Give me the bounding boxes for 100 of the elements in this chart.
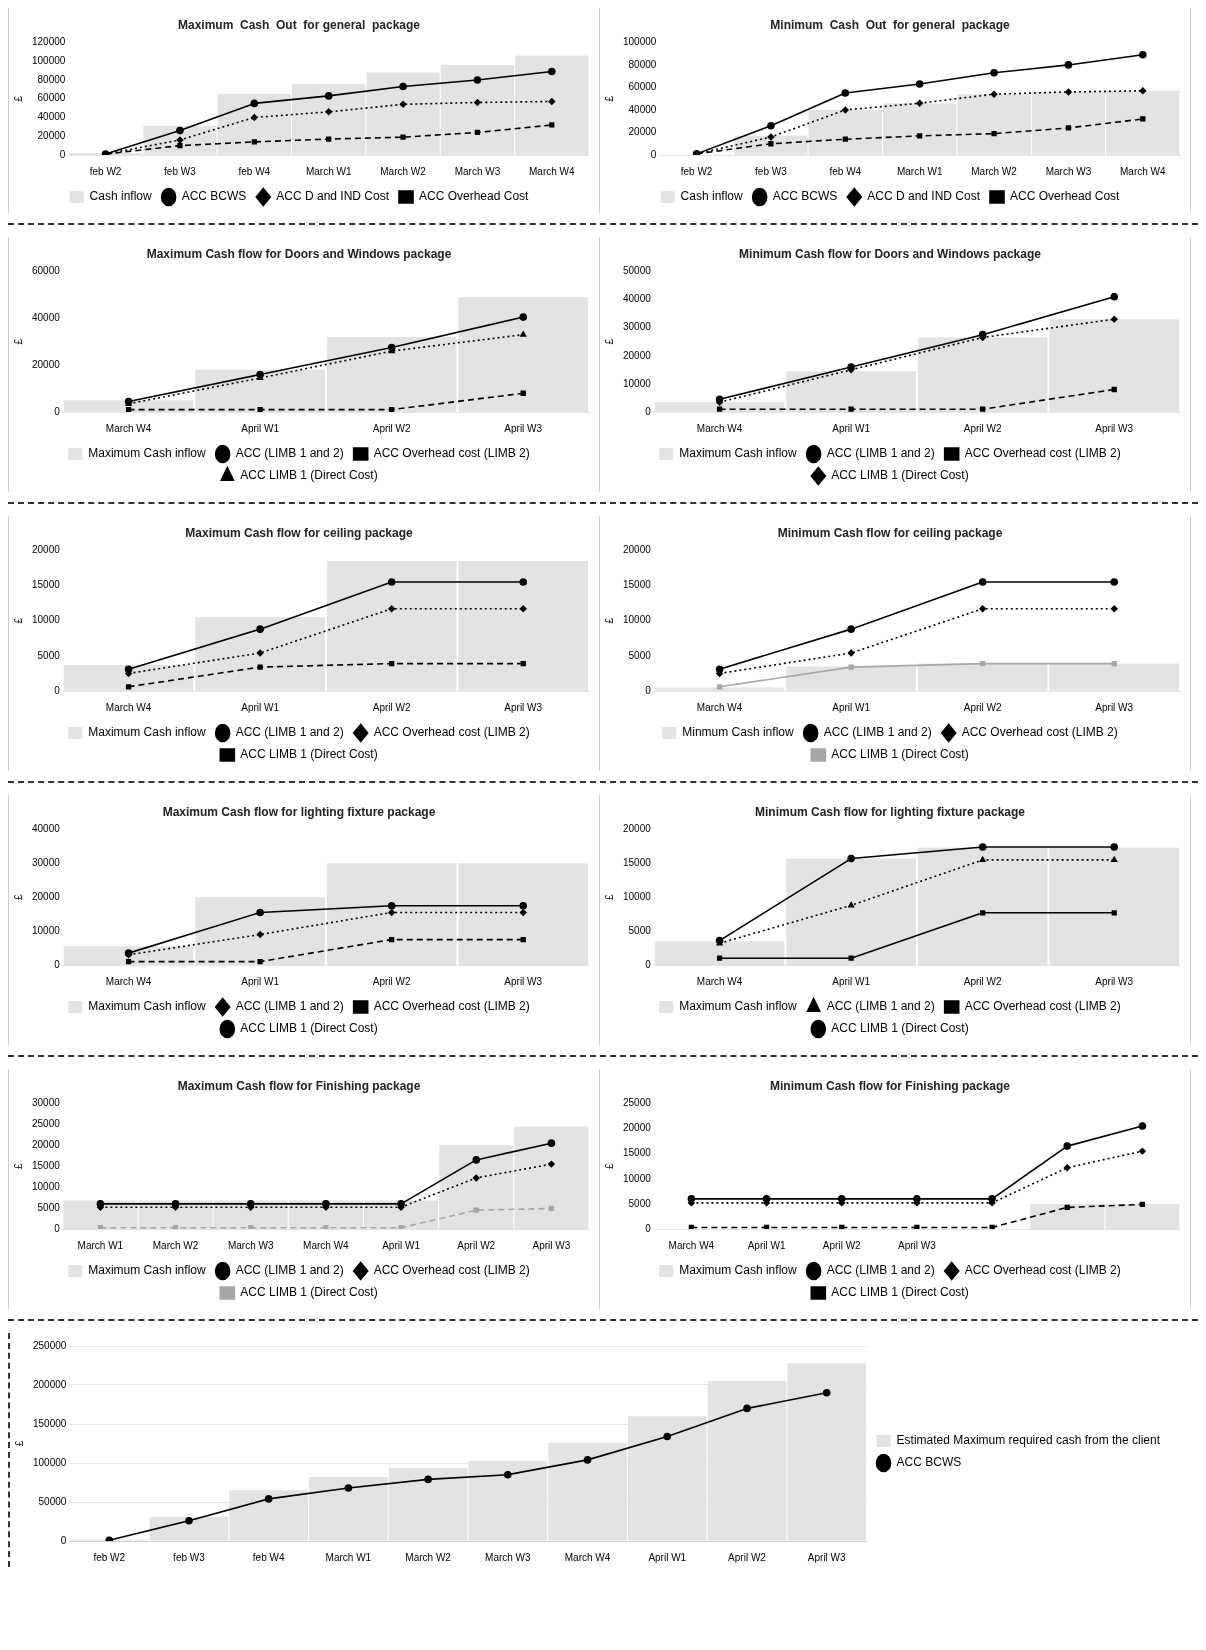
legend-label: ACC Overhead cost (LIMB 2) (961, 725, 1118, 740)
x-tick-label: April W2 (372, 422, 411, 434)
x-tick-label: April W2 (372, 701, 411, 713)
point (251, 139, 257, 145)
x-tick-label: feb W2 (93, 1551, 126, 1563)
point (979, 856, 986, 863)
legend-label: Maximum Cash inflow (679, 446, 797, 461)
legend-label: ACC (LIMB 1 and 2) (235, 446, 344, 461)
point (400, 134, 406, 140)
x-tick-label: March W3 (454, 165, 501, 177)
y-tick-label: 20000 (623, 823, 652, 835)
legend-label: Maximum Cash inflow (88, 999, 206, 1014)
point (125, 684, 132, 690)
x-tick-label: April W1 (832, 975, 871, 987)
x-tick-label: April W1 (747, 1239, 786, 1251)
y-tick-label: 120000 (31, 36, 66, 48)
chart-title: Minimum Cash flow for Finishing package (769, 1078, 1011, 1093)
bar (917, 663, 1048, 691)
point (716, 955, 723, 961)
y-axis-title: £ (603, 893, 615, 900)
bar (654, 941, 785, 965)
point (1063, 1142, 1072, 1150)
x-tick-label: March W2 (152, 1239, 199, 1251)
chart-title: Maximum Cash flow for lighting fixture package (162, 804, 436, 819)
point (548, 98, 556, 105)
x-tick-label: feb W3 (173, 1551, 206, 1563)
point (389, 936, 395, 943)
point (990, 69, 998, 77)
legend-label: ACC Overhead cost (LIMB 2) (964, 999, 1121, 1014)
point (548, 1160, 555, 1168)
y-axis-title: £ (603, 95, 615, 102)
point (583, 1456, 592, 1464)
point (519, 578, 528, 586)
point (1110, 292, 1119, 301)
y-tick-label: 20000 (32, 1139, 61, 1151)
point (1110, 843, 1119, 851)
legend-label: ACC (LIMB 1 and 2) (823, 725, 932, 740)
legend-label: ACC LIMB 1 (Direct Cost) (831, 468, 969, 483)
y-tick-label: 50000 (623, 265, 652, 277)
x-tick-label: April W3 (1095, 701, 1134, 713)
x-tick-label: March W3 (1045, 165, 1092, 177)
x-tick-label: April W1 (241, 701, 280, 713)
x-tick-label: feb W4 (238, 165, 271, 177)
point (474, 129, 481, 136)
point (548, 67, 556, 76)
y-tick-label: 15000 (32, 1159, 61, 1171)
chart-title: Minimum Cash flow for Doors and Windows package (739, 246, 1042, 261)
x-tick-label: March W4 (105, 975, 152, 987)
y-tick-label: 15000 (623, 857, 652, 869)
point (519, 909, 527, 916)
legend-label: ACC (LIMB 1 and 2) (235, 999, 344, 1014)
point (848, 664, 854, 670)
point (264, 1495, 273, 1503)
point (1065, 88, 1072, 96)
y-tick-label: 20000 (628, 126, 657, 138)
point (250, 99, 259, 108)
point (519, 313, 528, 321)
point (344, 1484, 353, 1492)
point (250, 114, 258, 121)
legend-label: ACC (LIMB 1 and 2) (235, 1263, 344, 1278)
point (520, 331, 527, 337)
y-axis-title: £ (12, 1162, 24, 1169)
y-tick-label: 20000 (623, 1122, 652, 1134)
chart-title: Maximum Cash Out for general package (177, 17, 421, 32)
point (1140, 116, 1146, 122)
y-tick-label: 100000 (32, 1456, 67, 1468)
y-tick-label: 20000 (32, 544, 61, 556)
x-tick-label: April W3 (504, 975, 543, 987)
x-tick-label: March W4 (105, 701, 152, 713)
legend-label: ACC D and IND Cost (276, 189, 390, 204)
point (387, 578, 396, 586)
point (847, 854, 855, 863)
x-tick-label: April W3 (1095, 422, 1134, 434)
point (980, 910, 986, 916)
point (387, 901, 396, 910)
point (125, 407, 132, 412)
y-tick-label: 150000 (32, 1417, 67, 1429)
x-tick-label: April W1 (241, 422, 280, 434)
y-tick-label: 0 (60, 1534, 67, 1546)
y-tick-label: 20000 (623, 349, 652, 361)
y-tick-label: 40000 (628, 103, 657, 115)
point (519, 901, 528, 910)
x-tick-label: April W3 (1095, 975, 1134, 987)
point (248, 1225, 254, 1229)
point (978, 578, 987, 586)
y-tick-label: 10000 (623, 377, 652, 389)
x-tick-label: March W4 (696, 422, 743, 434)
x-tick-label: March W1 (305, 165, 352, 177)
y-tick-label: 15000 (623, 579, 652, 591)
point (324, 92, 333, 100)
x-tick-label: April W3 (532, 1239, 571, 1251)
x-tick-label: feb W3 (755, 165, 788, 177)
point (1064, 61, 1073, 69)
y-tick-label: 60000 (628, 81, 657, 93)
point (980, 406, 986, 412)
point (980, 660, 986, 667)
bar (63, 946, 194, 965)
point (326, 136, 332, 142)
x-tick-label: April W2 (728, 1551, 767, 1563)
x-tick-label: April W2 (822, 1239, 862, 1251)
